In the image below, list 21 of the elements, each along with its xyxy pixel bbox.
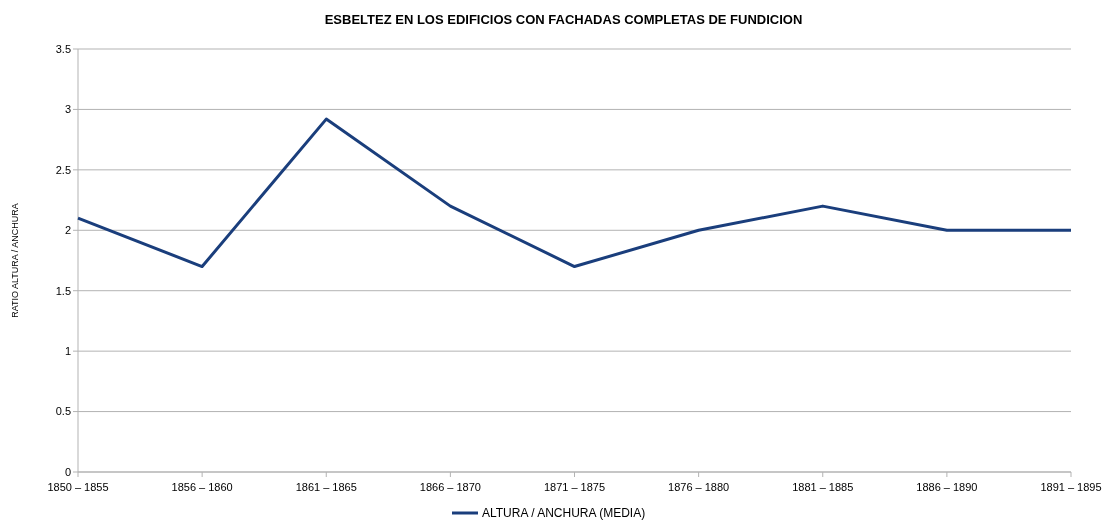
chart-title: ESBELTEZ EN LOS EDIFICIOS CON FACHADAS COMPLETAS DE FUNDICION: [324, 12, 803, 27]
x-tick-label: 1856 – 1860: [171, 480, 233, 493]
x-tick-label: 1876 – 1880: [668, 480, 730, 493]
y-tick-label: 0.5: [55, 405, 71, 418]
y-tick-label: 2.5: [55, 163, 71, 176]
y-tick-label: 3.5: [55, 42, 71, 55]
x-tick-label: 1881 – 1885: [792, 480, 854, 493]
y-tick-label: 2: [64, 224, 71, 237]
y-tick-label: 3: [64, 103, 71, 116]
legend-label: ALTURA / ANCHURA (MEDIA): [482, 506, 646, 520]
line-series: [76, 117, 1073, 269]
y-axis-title: RATIO ALTURA / ANCHURA: [10, 203, 20, 318]
y-tick-label: 1.5: [55, 284, 71, 297]
x-tick-label: 1871 – 1875: [543, 480, 606, 493]
x-tick-label: 1861 – 1865: [295, 480, 357, 493]
x-tick-label: 1850 – 1855: [47, 480, 109, 493]
x-tick-label: 1886 – 1890: [916, 480, 978, 493]
x-tick-label: 1891 – 1895: [1040, 480, 1102, 493]
y-tick-label: 1: [64, 344, 71, 357]
y-tick-label: 0: [64, 465, 71, 478]
x-tick-label: 1866 – 1870: [419, 480, 481, 493]
